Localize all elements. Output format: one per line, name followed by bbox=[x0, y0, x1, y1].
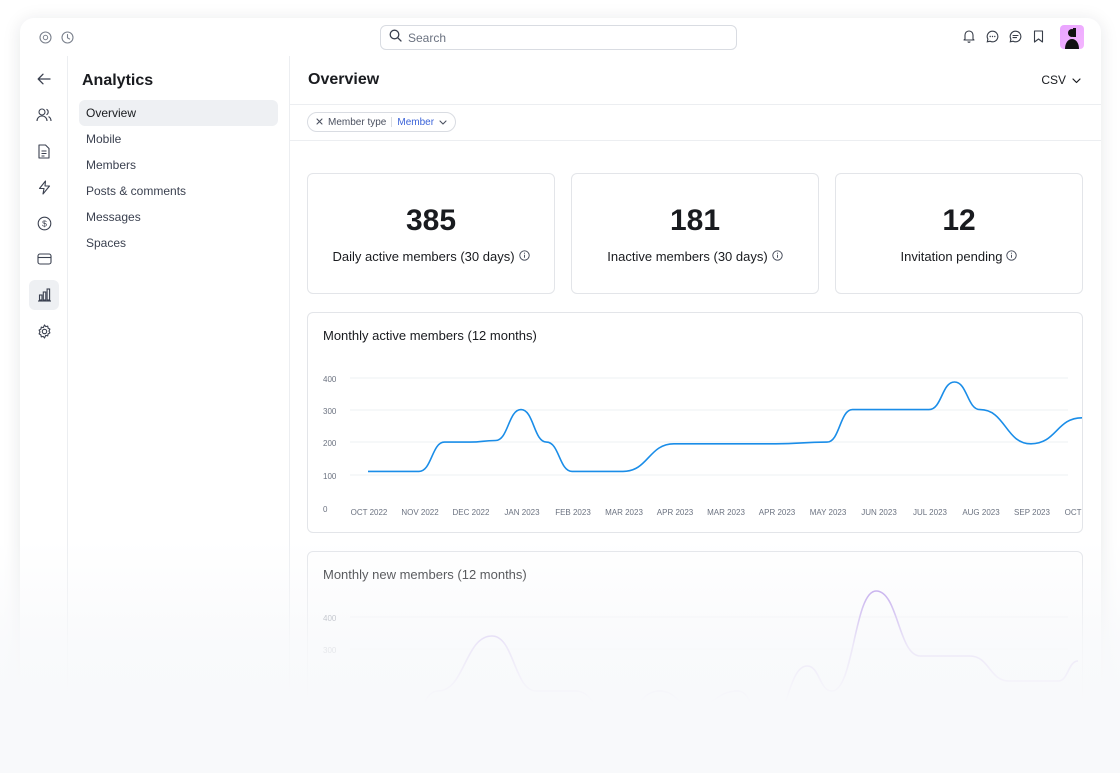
csv-label: CSV bbox=[1041, 73, 1066, 87]
sidebar-item-mobile[interactable]: Mobile bbox=[86, 132, 122, 146]
monthly-active-chart: 0 100 200 300 400 OCT 2022 NOV 2022 DEC 2022 JAN… bbox=[323, 375, 1082, 517]
sidebar-item-messages[interactable]: Messages bbox=[86, 210, 141, 224]
x-tick-label: DEC 2022 bbox=[453, 508, 490, 517]
x-tick-label: OCT 2022 bbox=[351, 508, 388, 517]
info-icon[interactable] bbox=[1006, 249, 1018, 264]
stat-value: 12 bbox=[942, 204, 976, 237]
series-line bbox=[368, 381, 1082, 473]
sidebar-item-spaces[interactable]: Spaces bbox=[86, 236, 127, 250]
sidebar-item-overview[interactable]: Overview bbox=[79, 100, 278, 126]
x-tick-label: JUL 2023 bbox=[913, 508, 948, 517]
stat-value: 385 bbox=[405, 204, 457, 237]
y-tick-label: 400 bbox=[323, 614, 337, 623]
analytics-sidebar: Analytics Overview Mobile Members Posts … bbox=[68, 56, 290, 773]
search-bar[interactable] bbox=[380, 25, 737, 50]
filter-divider bbox=[391, 117, 393, 127]
chat-icon[interactable] bbox=[985, 28, 999, 44]
stat-label-row: Invitation pending bbox=[836, 249, 1082, 264]
monthly-active-chart-card: Monthly active members (12 months) 0 100 2… bbox=[307, 312, 1083, 533]
y-tick-label: 300 bbox=[323, 646, 337, 655]
y-tick-label: 200 bbox=[323, 439, 337, 448]
csv-export-button[interactable]: CSV bbox=[1041, 73, 1081, 87]
gear-icon[interactable] bbox=[29, 316, 59, 346]
x-tick-label: AUG 2023 bbox=[962, 508, 1000, 517]
svg-text:$: $ bbox=[42, 218, 47, 228]
app-window: $ Analytics Overview Mobile Members Post… bbox=[20, 18, 1101, 773]
lightning-icon[interactable] bbox=[29, 172, 59, 202]
dollar-icon[interactable]: $ bbox=[29, 208, 59, 238]
back-icon[interactable] bbox=[29, 64, 59, 94]
sidebar-title: Analytics bbox=[82, 72, 154, 89]
x-tick-label: JAN 2023 bbox=[504, 508, 540, 517]
chart-title: Monthly active members (12 months) bbox=[323, 328, 537, 343]
monthly-new-chart: 400 300 bbox=[323, 590, 1079, 732]
x-tick-label: APR 2023 bbox=[759, 508, 796, 517]
card-icon[interactable] bbox=[29, 244, 59, 274]
x-tick-label: FEB 2023 bbox=[555, 508, 591, 517]
status-icon[interactable] bbox=[38, 30, 52, 44]
search-input[interactable] bbox=[408, 30, 708, 45]
y-tick-label: 400 bbox=[323, 375, 337, 384]
y-tick-label: 300 bbox=[323, 407, 337, 416]
stat-label-row: Inactive members (30 days) bbox=[572, 249, 818, 264]
page-title: Overview bbox=[308, 71, 380, 88]
series-line bbox=[364, 590, 1079, 732]
close-icon[interactable] bbox=[316, 117, 323, 128]
y-tick-label: 100 bbox=[323, 472, 337, 481]
sidebar-item-posts-comments[interactable]: Posts & comments bbox=[86, 184, 187, 198]
x-tick-label: MAR 2023 bbox=[707, 508, 745, 517]
chevron-down-icon bbox=[1072, 73, 1081, 87]
history-icon[interactable] bbox=[60, 30, 74, 44]
stat-card-daily-active: 385 Daily active members (30 days) bbox=[307, 173, 555, 294]
stat-label-row: Daily active members (30 days) bbox=[308, 249, 554, 264]
filter-bar: Member type Member bbox=[290, 105, 1101, 141]
main-content: Overview CSV Member type Member bbox=[290, 56, 1101, 773]
x-tick-label: MAY 2023 bbox=[810, 508, 847, 517]
document-icon[interactable] bbox=[29, 136, 59, 166]
monthly-new-chart-card: Monthly new members (12 months) 400 300 bbox=[307, 551, 1083, 773]
x-tick-label: OCT 2023 bbox=[1065, 508, 1082, 517]
icon-rail: $ bbox=[20, 56, 68, 773]
stat-card-invitation-pending: 12 Invitation pending bbox=[835, 173, 1083, 294]
analytics-icon[interactable] bbox=[29, 280, 59, 310]
messages-icon[interactable] bbox=[1008, 28, 1022, 44]
x-tick-label: SEP 2023 bbox=[1014, 508, 1050, 517]
x-tick-label: JUN 2023 bbox=[861, 508, 897, 517]
x-tick-label: MAR 2023 bbox=[605, 508, 643, 517]
info-icon[interactable] bbox=[772, 249, 783, 264]
top-bar bbox=[20, 18, 1101, 56]
chevron-down-icon bbox=[439, 117, 447, 128]
bell-icon[interactable] bbox=[962, 28, 976, 44]
stat-label: Inactive members (30 days) bbox=[607, 249, 768, 264]
bookmark-icon[interactable] bbox=[1031, 28, 1045, 44]
info-icon[interactable] bbox=[518, 249, 530, 264]
search-icon bbox=[389, 29, 402, 47]
avatar[interactable] bbox=[1060, 25, 1084, 49]
stat-card-inactive: 181 Inactive members (30 days) bbox=[571, 173, 819, 294]
sidebar-item-members[interactable]: Members bbox=[86, 158, 137, 172]
member-type-filter[interactable]: Member type Member bbox=[307, 112, 457, 132]
x-tick-label: NOV 2022 bbox=[401, 508, 439, 517]
filter-value: Member bbox=[397, 116, 435, 128]
main-header: Overview CSV bbox=[290, 56, 1101, 105]
stat-label: Daily active members (30 days) bbox=[332, 249, 515, 264]
stat-value: 181 bbox=[669, 204, 721, 237]
stat-label: Invitation pending bbox=[900, 249, 1003, 264]
sidebar-nav: Overview Mobile Members Posts & comments… bbox=[79, 100, 278, 256]
y-tick-label: 0 bbox=[323, 505, 328, 514]
filter-key: Member type bbox=[328, 116, 387, 128]
x-tick-label: APR 2023 bbox=[657, 508, 694, 517]
members-icon[interactable] bbox=[29, 100, 59, 130]
